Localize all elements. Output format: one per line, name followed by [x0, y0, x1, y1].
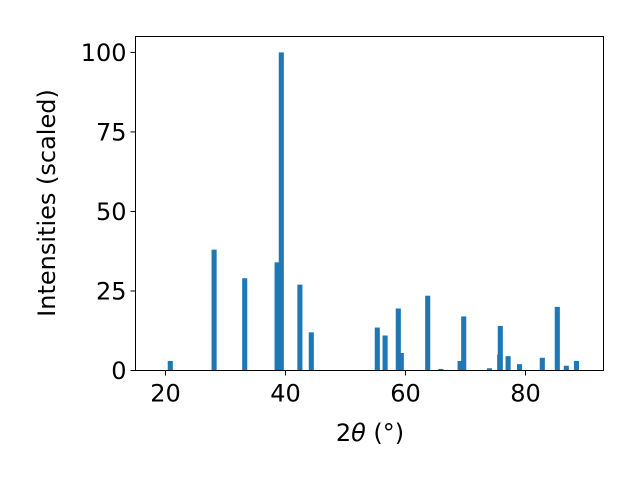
bar: [297, 284, 303, 371]
x-tick-label: 20: [150, 380, 181, 408]
bar: [438, 368, 444, 371]
x-tick-label: 40: [270, 380, 301, 408]
bar: [563, 365, 569, 371]
bar: [242, 278, 248, 371]
bar: [398, 353, 404, 371]
bar: [308, 332, 314, 371]
bar: [278, 52, 284, 371]
plot-frame: [135, 36, 604, 371]
bar: [457, 360, 463, 371]
bar: [211, 249, 217, 371]
bar: [497, 325, 503, 371]
x-axis-label: 2θ (°): [336, 419, 404, 447]
bars-group: [167, 52, 580, 371]
y-tick-label: 75: [96, 118, 127, 146]
bar: [516, 364, 523, 371]
y-tick-label: 100: [81, 39, 127, 67]
bar: [167, 360, 173, 371]
bar: [486, 368, 493, 371]
y-axis-label: Intensities (scaled): [33, 89, 61, 317]
bar: [425, 295, 431, 371]
bar: [554, 306, 560, 371]
bar: [395, 308, 401, 371]
bar: [573, 360, 580, 371]
x-axis: 20 40 60 80: [150, 370, 541, 408]
y-axis: 0 25 50 75 100: [81, 39, 136, 385]
bar: [382, 335, 388, 371]
bar: [461, 316, 467, 371]
bar: [505, 356, 511, 371]
bar: [374, 327, 380, 371]
y-tick-label: 0: [111, 357, 126, 385]
x-tick-label: 80: [510, 380, 541, 408]
y-tick-label: 50: [96, 198, 127, 226]
bar: [539, 357, 545, 371]
x-tick-label: 60: [390, 380, 421, 408]
bar: [274, 262, 280, 371]
y-tick-label: 25: [96, 277, 127, 305]
